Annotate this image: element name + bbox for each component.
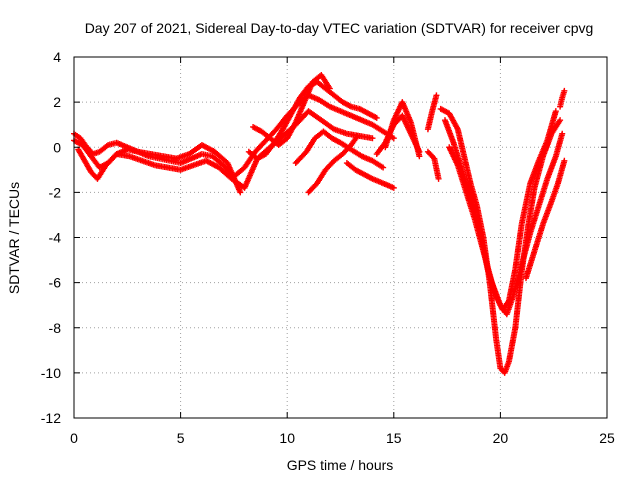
y-tick-label: 0: [53, 139, 61, 155]
series-track-f: [292, 128, 387, 171]
data-point: [237, 189, 244, 196]
y-tick-label: -10: [41, 365, 61, 381]
data-point: [390, 135, 397, 142]
x-tick-label: 5: [177, 430, 185, 446]
data-point: [552, 108, 559, 115]
data-point: [380, 164, 387, 171]
data-point: [557, 117, 564, 124]
y-tick-label: -6: [49, 275, 62, 291]
chart-title: Day 207 of 2021, Sidereal Day-to-day VTE…: [85, 20, 594, 36]
series-track-d: [245, 78, 380, 162]
y-tick-label: -4: [49, 230, 62, 246]
y-axis-label: SDTVAR / TECUs: [6, 182, 22, 294]
data-point: [559, 130, 566, 137]
y-tick-label: 4: [53, 49, 61, 65]
data-point: [390, 184, 397, 191]
x-tick-label: 10: [279, 430, 295, 446]
series-track-q: [557, 87, 568, 110]
y-tick-label: -2: [49, 184, 62, 200]
series-track-g: [305, 132, 361, 196]
series-track-k: [424, 92, 440, 133]
data-point: [416, 148, 423, 155]
x-tick-label: 25: [599, 430, 615, 446]
y-tick-label: -8: [49, 320, 62, 336]
series-track-c: [75, 141, 244, 196]
series-track-o: [446, 130, 566, 318]
series-track-h: [343, 160, 397, 191]
y-tick-label: 2: [53, 94, 61, 110]
y-tick-label: -12: [41, 410, 61, 426]
series-track-l: [424, 148, 442, 182]
x-tick-label: 20: [493, 430, 509, 446]
data-point: [433, 92, 440, 99]
data-point: [354, 132, 361, 139]
series-track-b: [71, 108, 376, 191]
series-track-e: [250, 72, 333, 148]
data-point: [435, 175, 442, 182]
data-point: [326, 85, 333, 92]
data-point: [561, 87, 568, 94]
series-track-j: [373, 112, 423, 158]
data-point: [369, 135, 376, 142]
data-point: [373, 114, 380, 121]
series-track-p: [522, 157, 568, 282]
data-points: [71, 72, 568, 376]
x-axis-label: GPS time / hours: [287, 457, 394, 473]
x-tick-label: 0: [70, 430, 78, 446]
data-point: [561, 157, 568, 164]
x-tick-label: 15: [386, 430, 402, 446]
